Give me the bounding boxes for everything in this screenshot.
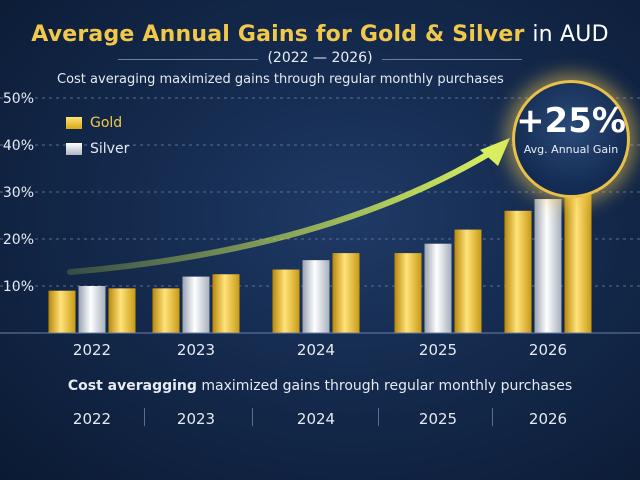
trend-arrowhead — [480, 138, 510, 166]
bar-gold-tall — [454, 229, 482, 333]
bar-gold — [152, 288, 180, 333]
title-main: Average Annual Gains for Gold & Silver — [31, 22, 525, 47]
bottom-year: 2026 — [528, 410, 568, 428]
bar-gold — [394, 253, 422, 333]
bar-gold-tall — [332, 253, 360, 333]
x-tick-label: 2024 — [297, 341, 335, 359]
y-axis-ticks: 10% 20% 30% 40% 50% — [3, 91, 34, 295]
bottom-divider — [144, 408, 145, 426]
trend-arrow — [67, 147, 498, 275]
badge-value: +25% — [516, 101, 626, 141]
y-tick-label: 50% — [3, 91, 34, 107]
bar-silver — [534, 199, 562, 333]
y-tick-label: 20% — [3, 232, 34, 248]
chart-title: Average Annual Gains for Gold & Silver i… — [0, 22, 640, 47]
bar-gold — [48, 290, 76, 333]
bottom-divider — [252, 408, 253, 426]
x-tick-label: 2022 — [73, 341, 111, 359]
legend-gold: Gold — [66, 110, 129, 136]
year-range: (2022 — 2026) — [0, 50, 640, 66]
legend-silver-label: Silver — [90, 141, 130, 157]
x-tick-label: 2026 — [529, 341, 567, 359]
bars — [48, 163, 592, 333]
legend: Gold Silver — [66, 110, 129, 162]
bottom-year: 2022 — [72, 410, 112, 428]
x-axis-labels: 2022 2023 2024 2025 2026 — [73, 341, 567, 359]
bottom-year: 2025 — [418, 410, 458, 428]
chart-subtitle: Cost averaging maximized gains through r… — [57, 72, 504, 87]
bottom-divider — [378, 408, 379, 426]
bar-silver — [424, 243, 452, 333]
y-tick-label: 40% — [3, 138, 34, 154]
x-tick-label: 2025 — [419, 341, 457, 359]
bar-silver — [78, 286, 106, 333]
y-tick-label: 30% — [3, 185, 34, 201]
bottom-year: 2023 — [176, 410, 216, 428]
x-tick-label: 2023 — [177, 341, 215, 359]
bar-gold — [272, 269, 300, 333]
avg-gain-badge: +25% Avg. Annual Gain — [512, 80, 630, 198]
bottom-caption: Cost averagging maximized gains through … — [0, 378, 640, 394]
title-currency: in AUD — [532, 22, 609, 47]
bottom-year-row: 2022 2023 2024 2025 2026 — [0, 410, 640, 430]
bar-silver — [302, 260, 330, 333]
legend-silver: Silver — [66, 136, 129, 162]
gold-swatch — [66, 117, 82, 129]
bottom-year: 2024 — [296, 410, 336, 428]
bar-gold — [504, 210, 532, 333]
bar-silver — [182, 276, 210, 333]
bottom-caption-rest: maximized gains through regular monthly … — [196, 378, 573, 394]
bottom-caption-bold: Cost averagging — [67, 378, 197, 394]
badge-label: Avg. Annual Gain — [523, 143, 619, 156]
bar-gold-tall — [212, 274, 240, 333]
y-tick-label: 10% — [3, 279, 34, 295]
bar-gold-tall — [108, 288, 136, 333]
bottom-divider — [492, 408, 493, 426]
silver-swatch — [66, 143, 82, 155]
legend-gold-label: Gold — [90, 115, 123, 131]
